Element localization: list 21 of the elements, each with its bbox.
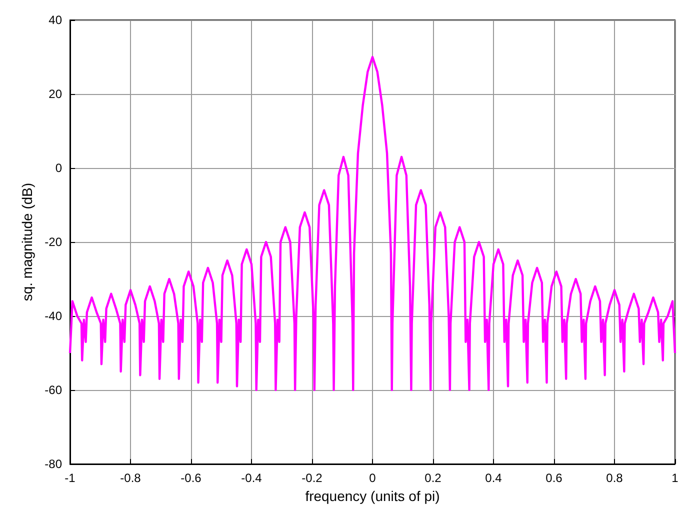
x-tick-label: 0.8 — [606, 471, 624, 485]
y-tick-label: -20 — [44, 235, 62, 249]
x-tick-label: 0.4 — [485, 471, 502, 485]
x-tick-label: -1 — [64, 471, 76, 485]
x-tick-label: -0.6 — [180, 471, 202, 485]
y-tick-label: 40 — [48, 13, 62, 27]
y-tick-label: -40 — [44, 309, 62, 323]
x-tick-label: 1 — [672, 471, 679, 485]
x-tick-label: 0 — [369, 471, 376, 485]
x-tick-label: -0.4 — [241, 471, 262, 485]
x-tick-label: -0.8 — [120, 471, 142, 485]
x-tick-label: -0.2 — [302, 471, 323, 485]
x-tick-label: 0.2 — [424, 471, 442, 485]
y-tick-label: 0 — [55, 161, 62, 175]
y-tick-label: -60 — [44, 383, 62, 397]
y-tick-label: 20 — [48, 87, 62, 101]
line-series — [68, 56, 676, 392]
x-tick-label: 0.6 — [546, 471, 563, 485]
x-axis-title: frequency (units of pi) — [305, 488, 440, 504]
y-axis-title: sq. magnitude (dB) — [18, 182, 35, 302]
y-tick-label: -80 — [44, 457, 62, 471]
